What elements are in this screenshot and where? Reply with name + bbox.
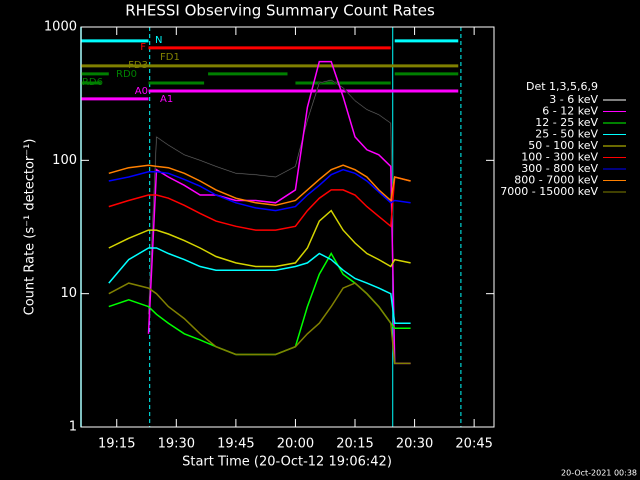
legend-label: 800 - 7000 keV: [514, 174, 598, 187]
flag-label: RD0: [116, 69, 137, 80]
chart-title: RHESSI Observing Summary Count Rates: [125, 2, 435, 20]
legend-label: 100 - 300 keV: [521, 151, 598, 164]
flag-label: F: [140, 42, 146, 53]
flag-label: FD1: [160, 52, 180, 63]
series-line-outline: [148, 79, 411, 364]
y-tick-label: 1: [69, 420, 77, 435]
x-tick-label: 19:15: [98, 437, 135, 452]
legend-label: 3 - 6 keV: [549, 93, 598, 106]
series-line: [108, 209, 411, 268]
y-tick-label: 1000: [44, 20, 77, 35]
series-line: [147, 79, 411, 365]
legend-label: 7000 - 15000 keV: [500, 185, 598, 198]
plot-frame: [80, 26, 495, 428]
x-tick-label: 19:30: [158, 437, 195, 452]
flag-label: A0: [135, 86, 148, 97]
series-line: [108, 282, 411, 365]
flag-label: N: [155, 35, 162, 46]
x-axis-label: Start Time (20-Oct-12 19:06:42): [182, 455, 392, 470]
legend-label: 25 - 50 keV: [535, 128, 598, 141]
series-line: [147, 60, 411, 365]
x-tick-label: 19:45: [217, 437, 254, 452]
legend-label: 6 - 12 keV: [542, 105, 598, 118]
flag-label: A1: [160, 94, 173, 105]
x-tick-label: 20:00: [277, 437, 314, 452]
y-tick-label: 100: [52, 153, 77, 168]
x-tick-label: 20:45: [455, 437, 492, 452]
series-line: [108, 176, 411, 231]
series-line: [108, 251, 411, 356]
series-line: [108, 164, 411, 207]
legend-label: 12 - 25 keV: [535, 116, 598, 129]
timestamp: 20-Oct-2021 00:38: [561, 469, 637, 478]
legend-label: 300 - 800 keV: [521, 162, 598, 175]
series-line: [108, 247, 411, 324]
legend-title: Det 1,3,5,6,9: [526, 80, 598, 93]
x-tick-label: 20:15: [336, 437, 373, 452]
x-tick-label: 20:30: [396, 437, 433, 452]
y-axis-label: Count Rate (s⁻¹ detector⁻¹): [23, 139, 38, 316]
legend-label: 50 - 100 keV: [528, 139, 598, 152]
y-tick-label: 10: [60, 286, 77, 301]
series-line: [108, 168, 411, 212]
